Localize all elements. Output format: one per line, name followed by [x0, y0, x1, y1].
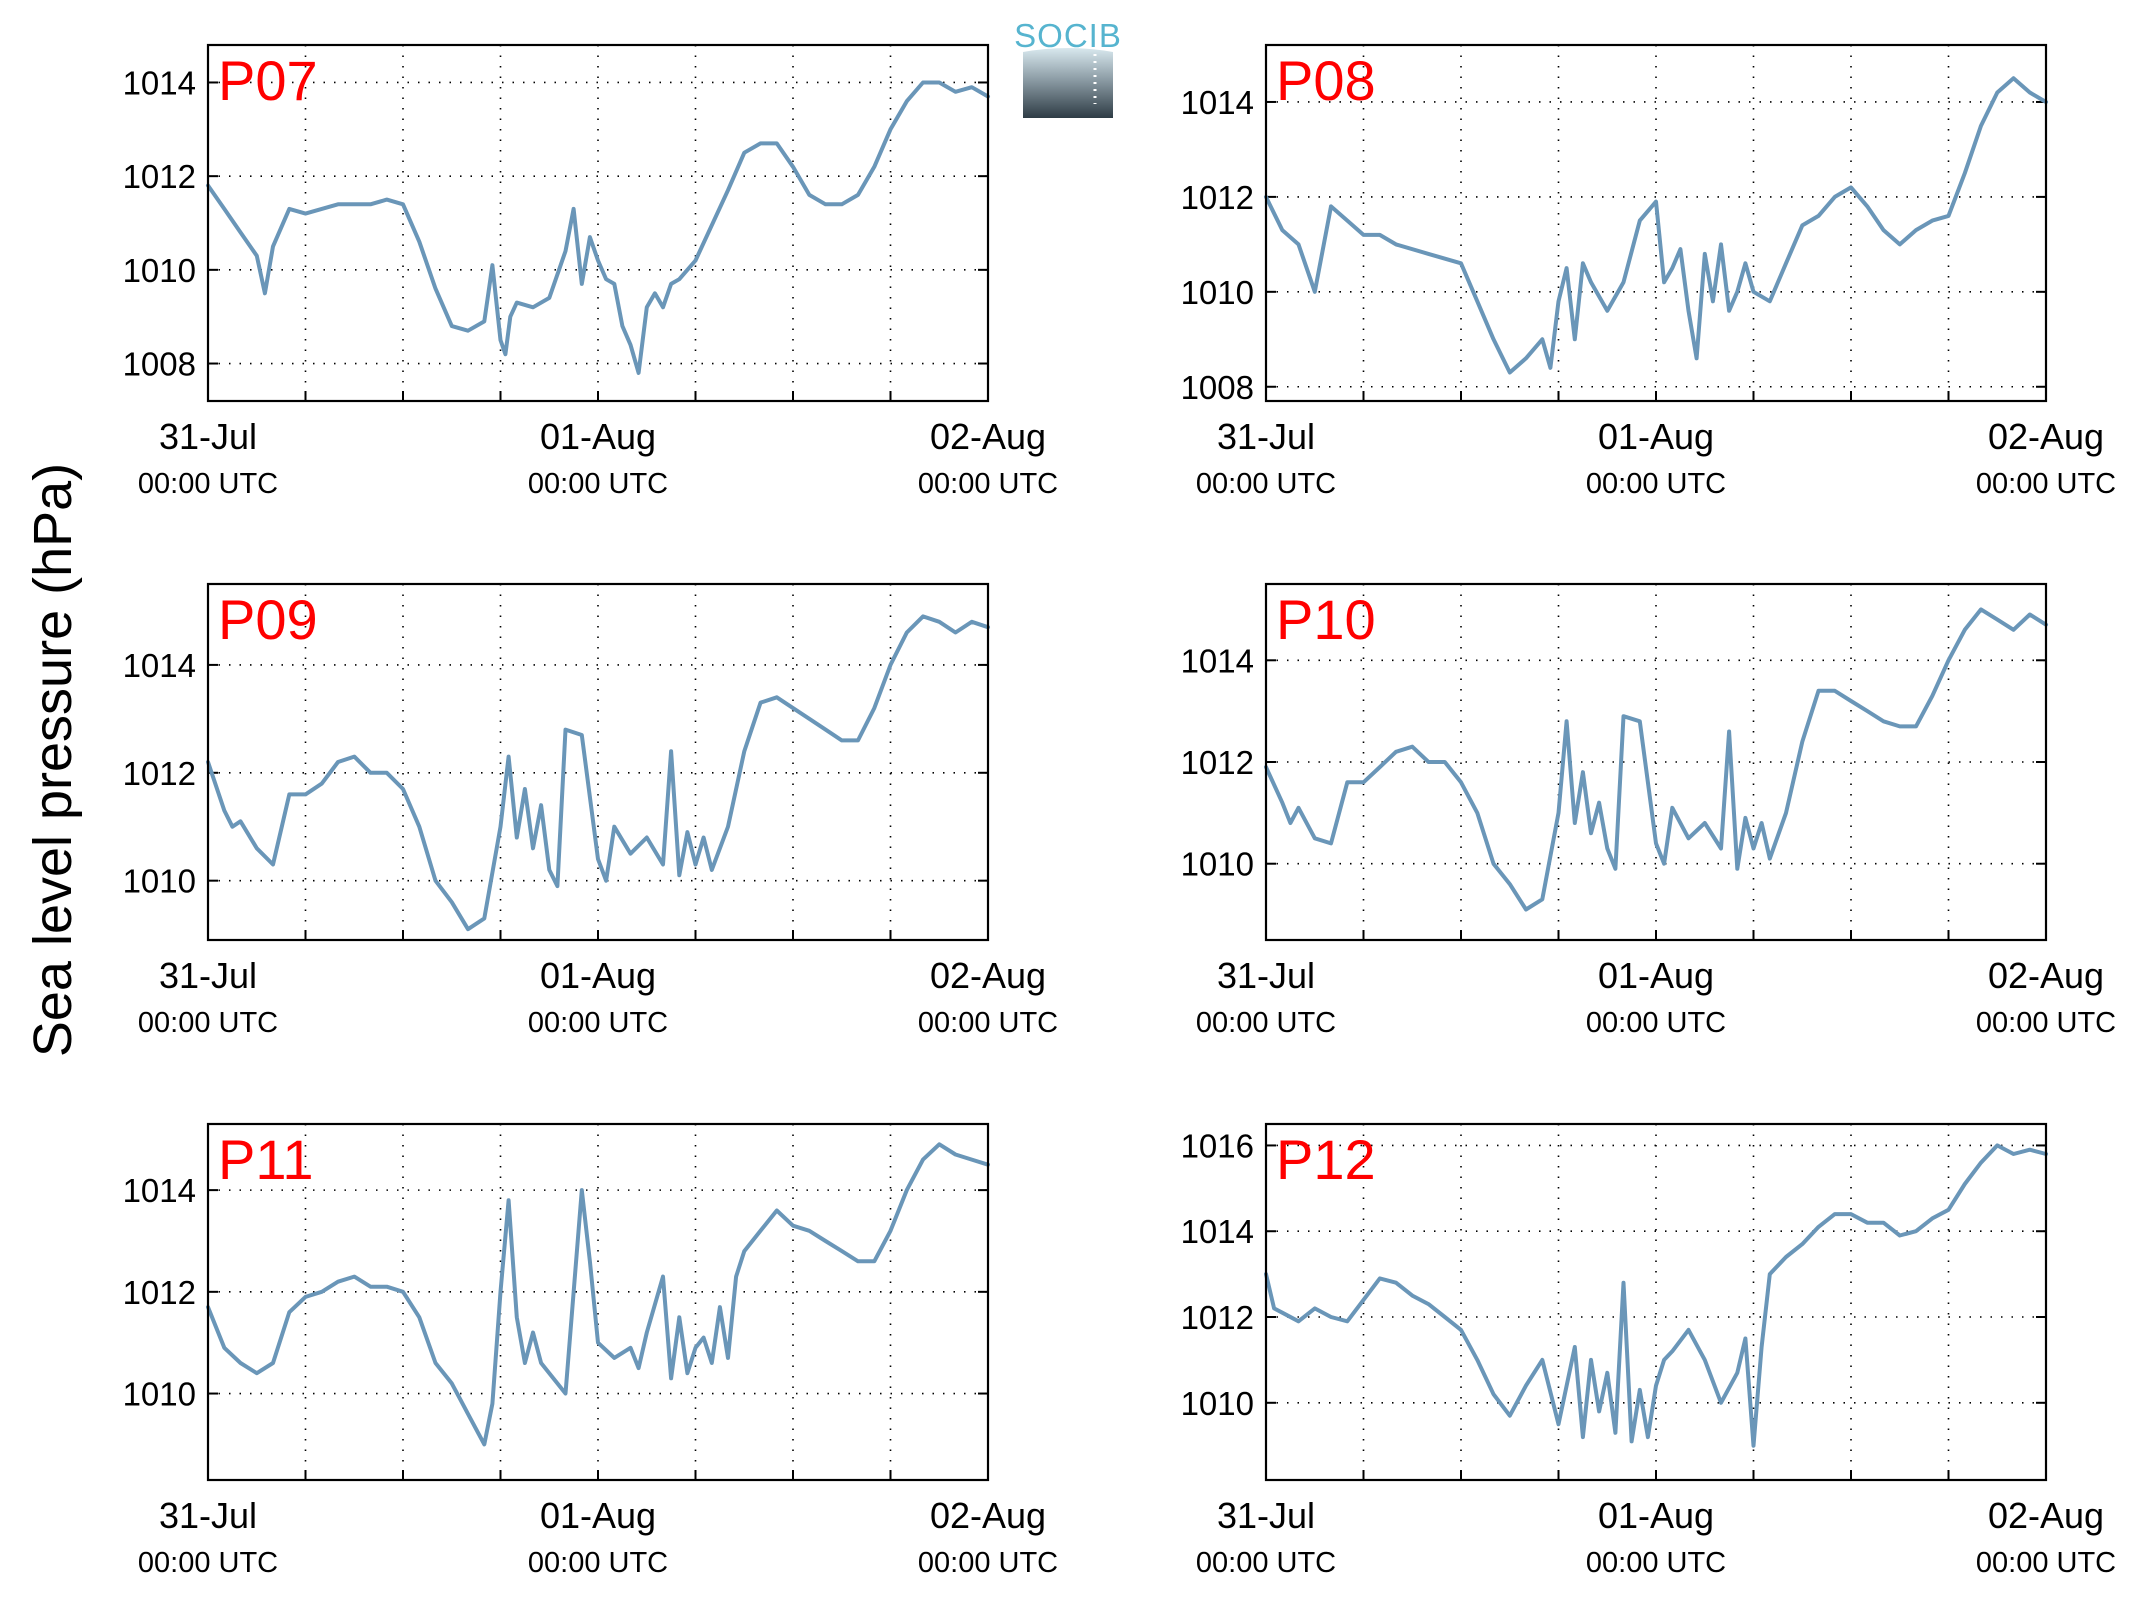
x-tick-label-date: 31-Jul: [159, 955, 257, 996]
y-tick-label: 1010: [1181, 1385, 1254, 1422]
x-tick-label-date: 02-Aug: [930, 416, 1046, 457]
axes-frame: [206, 1122, 990, 1482]
axes-frame: [206, 582, 990, 942]
x-tick-label-time: 00:00 UTC: [138, 1007, 278, 1039]
x-tick-label-time: 00:00 UTC: [1586, 1007, 1726, 1039]
x-tick-label-time: 00:00 UTC: [1196, 468, 1336, 500]
series-line-p08: [1264, 76, 2048, 375]
x-tick-label-time: 00:00 UTC: [138, 1547, 278, 1579]
series-line-p11: [206, 1142, 990, 1447]
x-tick-label-date: 01-Aug: [1598, 416, 1714, 457]
panel-label: P08: [1276, 49, 1376, 112]
y-tick-label: 1010: [123, 863, 196, 900]
axes-frame: [1264, 1122, 2048, 1482]
x-tick-label-time: 00:00 UTC: [1196, 1547, 1336, 1579]
x-tick-label-date: 02-Aug: [1988, 1495, 2104, 1536]
x-tick-label-time: 00:00 UTC: [1196, 1007, 1336, 1039]
chart-panels: 1008 1010 1012 1014 31-Jul 00:00 UTC 01-Aug 00:…: [123, 43, 2116, 1579]
chart-panel-p08: 1008 1010 1012 1014 31-Jul 00:00 UTC 01-Aug 00:…: [1181, 43, 2116, 500]
x-tick-label-time: 00:00 UTC: [138, 468, 278, 500]
chart-panel-p09: 1010 1012 1014 31-Jul 00:00 UTC 01-Aug 00:00 U…: [123, 582, 1058, 1039]
y-tick-label: 1010: [1181, 846, 1254, 883]
x-tick-label-time: 00:00 UTC: [528, 1007, 668, 1039]
y-tick-label: 1010: [123, 1376, 196, 1413]
y-tick-label: 1012: [1181, 1299, 1254, 1336]
x-tick-label-time: 00:00 UTC: [528, 468, 668, 500]
x-tick-label-date: 01-Aug: [1598, 1495, 1714, 1536]
x-tick-label-date: 02-Aug: [1988, 416, 2104, 457]
y-tick-label: 1012: [123, 755, 196, 792]
socib-logo: SOCIB: [1014, 17, 1122, 118]
y-tick-label: 1014: [1181, 1213, 1254, 1250]
x-tick-label-date: 31-Jul: [1217, 955, 1315, 996]
x-tick-label-time: 00:00 UTC: [918, 468, 1058, 500]
y-tick-label: 1012: [1181, 179, 1254, 216]
y-tick-label: 1010: [123, 252, 196, 289]
series-line-p10: [1264, 607, 2048, 912]
y-tick-label: 1014: [1181, 642, 1254, 679]
y-tick-label: 1014: [123, 1172, 196, 1209]
panel-label: P12: [1276, 1128, 1376, 1191]
y-tick-label: 1014: [123, 647, 196, 684]
x-tick-label-time: 00:00 UTC: [1586, 468, 1726, 500]
chart-panel-p11: 1010 1012 1014 31-Jul 00:00 UTC 01-Aug 00:00 U…: [123, 1122, 1058, 1579]
axes-frame: [206, 43, 990, 403]
x-tick-label-date: 01-Aug: [540, 955, 656, 996]
panel-label: P10: [1276, 588, 1376, 651]
logo-text: SOCIB: [1014, 17, 1122, 54]
x-tick-label-date: 02-Aug: [930, 955, 1046, 996]
y-tick-label: 1008: [1181, 369, 1254, 406]
y-tick-label: 1012: [1181, 744, 1254, 781]
x-tick-label-time: 00:00 UTC: [918, 1547, 1058, 1579]
y-tick-label: 1014: [1181, 84, 1254, 121]
x-tick-label-time: 00:00 UTC: [1586, 1547, 1726, 1579]
axes-frame: [1264, 43, 2048, 403]
panel-label: P09: [218, 588, 318, 651]
x-tick-label-date: 31-Jul: [1217, 1495, 1315, 1536]
x-tick-label-date: 01-Aug: [540, 1495, 656, 1536]
x-tick-label-date: 01-Aug: [1598, 955, 1714, 996]
x-tick-label-date: 31-Jul: [1217, 416, 1315, 457]
x-tick-label-date: 02-Aug: [1988, 955, 2104, 996]
chart-panel-p07: 1008 1010 1012 1014 31-Jul 00:00 UTC 01-Aug 00:…: [123, 43, 1058, 500]
x-tick-label-time: 00:00 UTC: [528, 1547, 668, 1579]
x-tick-label-time: 00:00 UTC: [1976, 1547, 2116, 1579]
axes-frame: [1264, 582, 2048, 942]
x-tick-label-date: 31-Jul: [159, 1495, 257, 1536]
y-tick-label: 1012: [123, 158, 196, 195]
x-tick-label-date: 02-Aug: [930, 1495, 1046, 1536]
y-tick-label: 1012: [123, 1274, 196, 1311]
x-tick-label-time: 00:00 UTC: [1976, 468, 2116, 500]
series-line-p07: [206, 80, 990, 375]
y-tick-label: 1014: [123, 64, 196, 101]
chart-panel-p10: 1010 1012 1014 31-Jul 00:00 UTC 01-Aug 00:00 U…: [1181, 582, 2116, 1039]
x-tick-label-time: 00:00 UTC: [918, 1007, 1058, 1039]
panel-label: P11: [218, 1128, 313, 1191]
series-line-p12: [1264, 1143, 2048, 1448]
x-tick-label-date: 31-Jul: [159, 416, 257, 457]
chart-panel-p12: 1010 1012 1014 1016 31-Jul 00:00 UTC 01-Aug 00:…: [1181, 1122, 2116, 1579]
series-line-p09: [206, 614, 990, 932]
y-tick-label: 1016: [1181, 1127, 1254, 1164]
y-tick-label: 1008: [123, 346, 196, 383]
y-tick-label: 1010: [1181, 274, 1254, 311]
x-tick-label-time: 00:00 UTC: [1976, 1007, 2116, 1039]
x-tick-label-date: 01-Aug: [540, 416, 656, 457]
panel-label: P07: [218, 49, 318, 112]
y-axis-title: Sea level pressure (hPa): [23, 463, 83, 1057]
